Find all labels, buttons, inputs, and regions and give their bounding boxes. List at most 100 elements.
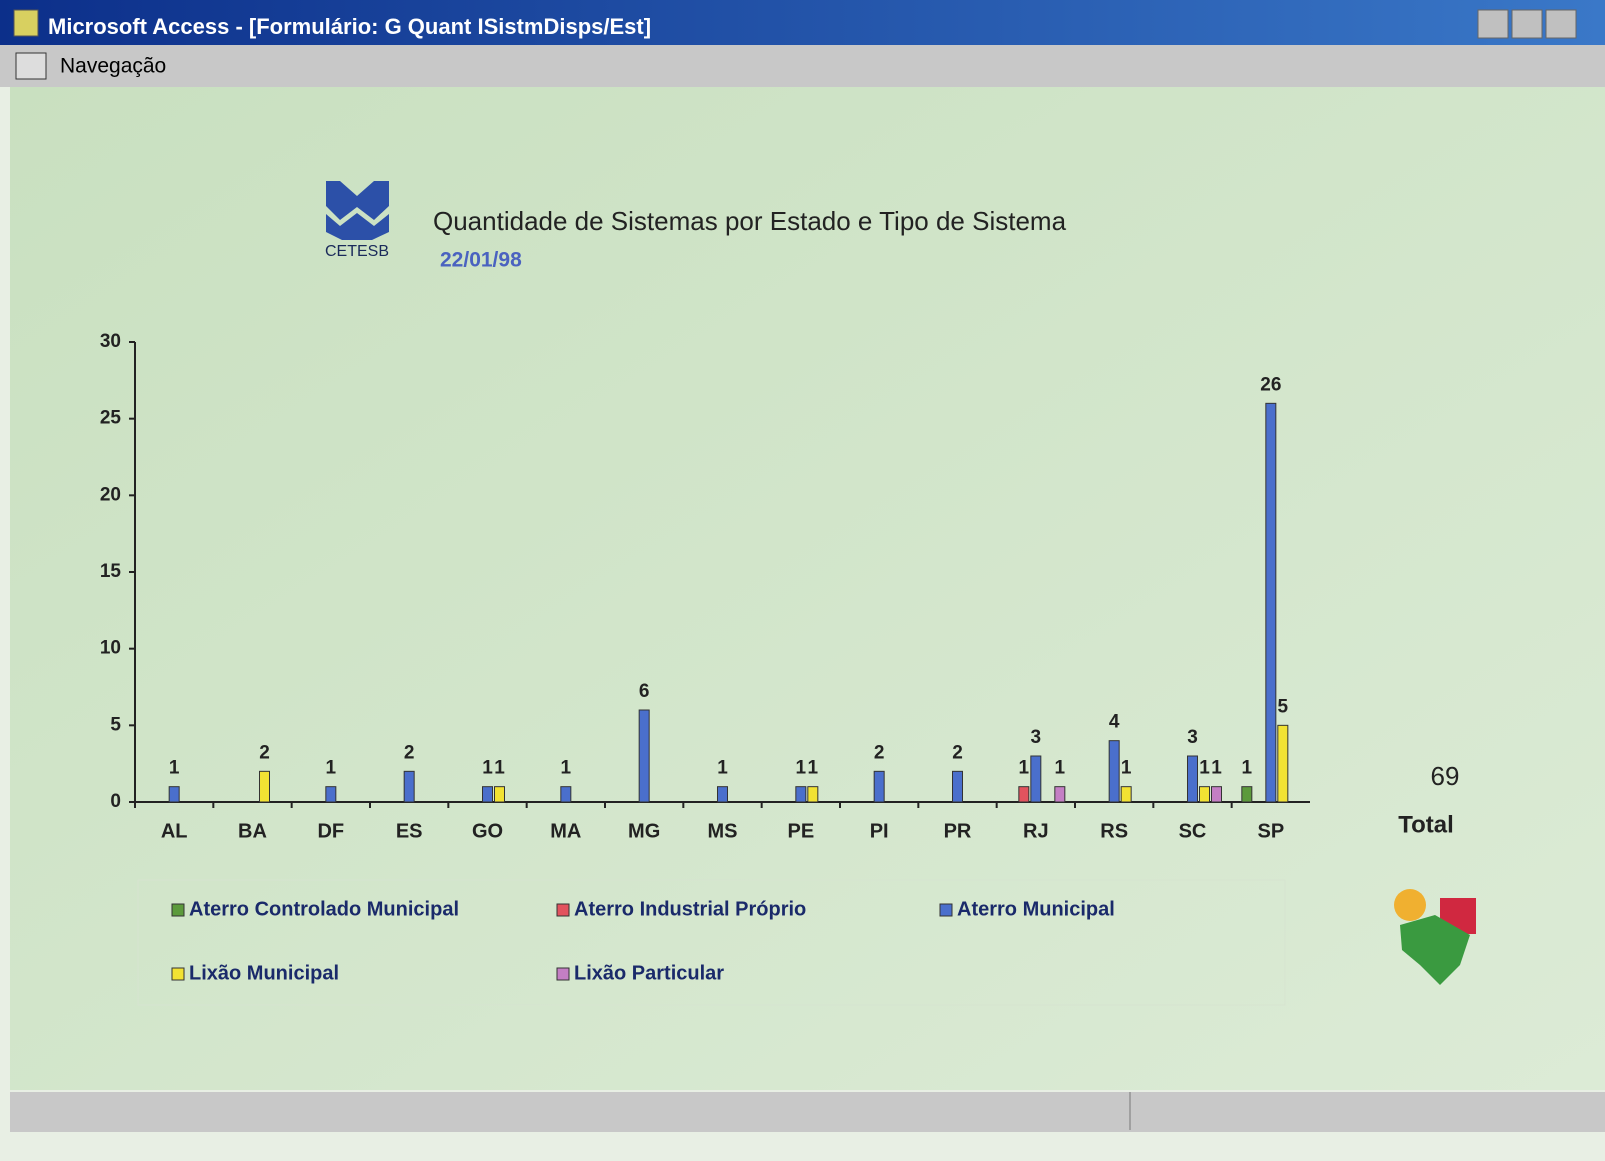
form-body: [10, 87, 1605, 1090]
x-tick-label: ES: [396, 820, 423, 842]
bar: [494, 786, 505, 803]
data-label: 1: [1242, 758, 1253, 779]
bar: [1120, 786, 1132, 803]
x-tick-label: MA: [550, 820, 581, 842]
bar: [1018, 786, 1030, 803]
legend-label: Aterro Controlado Municipal: [189, 898, 459, 920]
cetesb-logo: [326, 181, 389, 240]
bar: [1241, 786, 1253, 803]
legend-label: Lixão Municipal: [189, 962, 339, 984]
restore-button[interactable]: [1511, 9, 1543, 39]
bar: [1277, 724, 1289, 803]
x-tick-label: GO: [472, 820, 503, 842]
legend-label: Lixão Particular: [574, 962, 724, 984]
chart-title: Quantidade de Sistemas por Estado e Tipo…: [433, 206, 1067, 236]
bar: [403, 770, 415, 803]
minimize-button[interactable]: [1477, 9, 1509, 39]
bar: [873, 770, 885, 803]
bar: [1054, 786, 1066, 803]
x-tick-label: MG: [628, 820, 660, 842]
data-label: 1: [717, 758, 728, 779]
data-label: 4: [1109, 712, 1120, 733]
app-icon: [13, 9, 39, 37]
y-tick-label: 30: [100, 331, 121, 352]
x-tick-label: MS: [708, 820, 738, 842]
total-label: Total: [1398, 811, 1454, 838]
bar: [717, 786, 728, 803]
data-label: 6: [639, 681, 650, 702]
title-bar: [0, 0, 1605, 45]
window-title: Microsoft Access - [Formulário: G Quant …: [48, 14, 651, 39]
data-label: 1: [1121, 758, 1132, 779]
bar: [1265, 402, 1277, 803]
y-tick-label: 20: [100, 484, 121, 505]
legend-swatch: [171, 903, 185, 917]
data-label: 1: [482, 758, 493, 779]
data-label: 1: [561, 758, 572, 779]
bar: [482, 786, 493, 803]
window-buttons[interactable]: [1477, 9, 1577, 39]
bar: [807, 786, 819, 803]
legend-label: Aterro Industrial Próprio: [574, 898, 806, 920]
x-tick-label: DF: [317, 820, 344, 842]
status-bar: [10, 1092, 1605, 1132]
legend-swatch: [556, 967, 570, 981]
data-label: 1: [1055, 758, 1066, 779]
x-tick-label: PI: [870, 820, 889, 842]
x-tick-label: PR: [944, 820, 972, 842]
bar: [1199, 786, 1210, 803]
logo-text: CETESB: [325, 243, 389, 260]
bar: [560, 786, 572, 803]
legend-swatch: [556, 903, 570, 917]
c4-logo: [1394, 889, 1476, 985]
data-label: 3: [1031, 727, 1042, 748]
bar: [795, 786, 807, 803]
close-button[interactable]: [1545, 9, 1577, 39]
report-date: 22/01/98: [440, 249, 522, 272]
x-tick-label: RJ: [1023, 820, 1049, 842]
data-label: 1: [494, 758, 505, 779]
y-tick-label: 25: [100, 408, 122, 429]
y-tick-label: 0: [110, 791, 121, 812]
bar: [1030, 755, 1042, 803]
data-label: 1: [796, 758, 807, 779]
total-value: 69: [1431, 761, 1460, 791]
legend-swatch: [171, 967, 185, 981]
legend-box: [137, 879, 1286, 1006]
y-tick-label: 15: [100, 561, 122, 582]
data-label: 2: [404, 742, 415, 763]
x-tick-label: RS: [1100, 820, 1128, 842]
menu-icon: [15, 52, 47, 80]
bar: [1187, 755, 1198, 803]
menu-bar: [0, 45, 1605, 87]
data-label: 2: [874, 742, 885, 763]
bar: [1211, 786, 1222, 803]
legend-label: Aterro Municipal: [957, 898, 1115, 920]
x-tick-label: AL: [161, 820, 188, 842]
data-label: 2: [952, 742, 963, 763]
data-label: 1: [326, 758, 337, 779]
data-label: 2: [259, 742, 270, 763]
x-tick-label: PE: [787, 820, 814, 842]
bar: [325, 786, 337, 803]
y-tick-label: 10: [100, 638, 121, 659]
y-tick-label: 5: [110, 714, 121, 735]
bar: [168, 786, 180, 803]
data-label: 1: [169, 758, 180, 779]
data-label: 1: [1019, 758, 1030, 779]
bar: [638, 709, 650, 803]
x-tick-label: SC: [1179, 820, 1207, 842]
x-tick-label: SP: [1257, 820, 1284, 842]
data-label: 3: [1187, 727, 1198, 748]
data-label: 1: [1199, 758, 1210, 779]
menu-item[interactable]: Navegação: [60, 55, 166, 78]
data-label: 26: [1260, 374, 1281, 395]
data-label: 5: [1278, 696, 1289, 717]
data-label: 1: [808, 758, 819, 779]
legend-swatch: [939, 903, 953, 917]
data-label: 1: [1211, 758, 1222, 779]
bar: [259, 770, 270, 803]
x-tick-label: BA: [238, 820, 267, 842]
